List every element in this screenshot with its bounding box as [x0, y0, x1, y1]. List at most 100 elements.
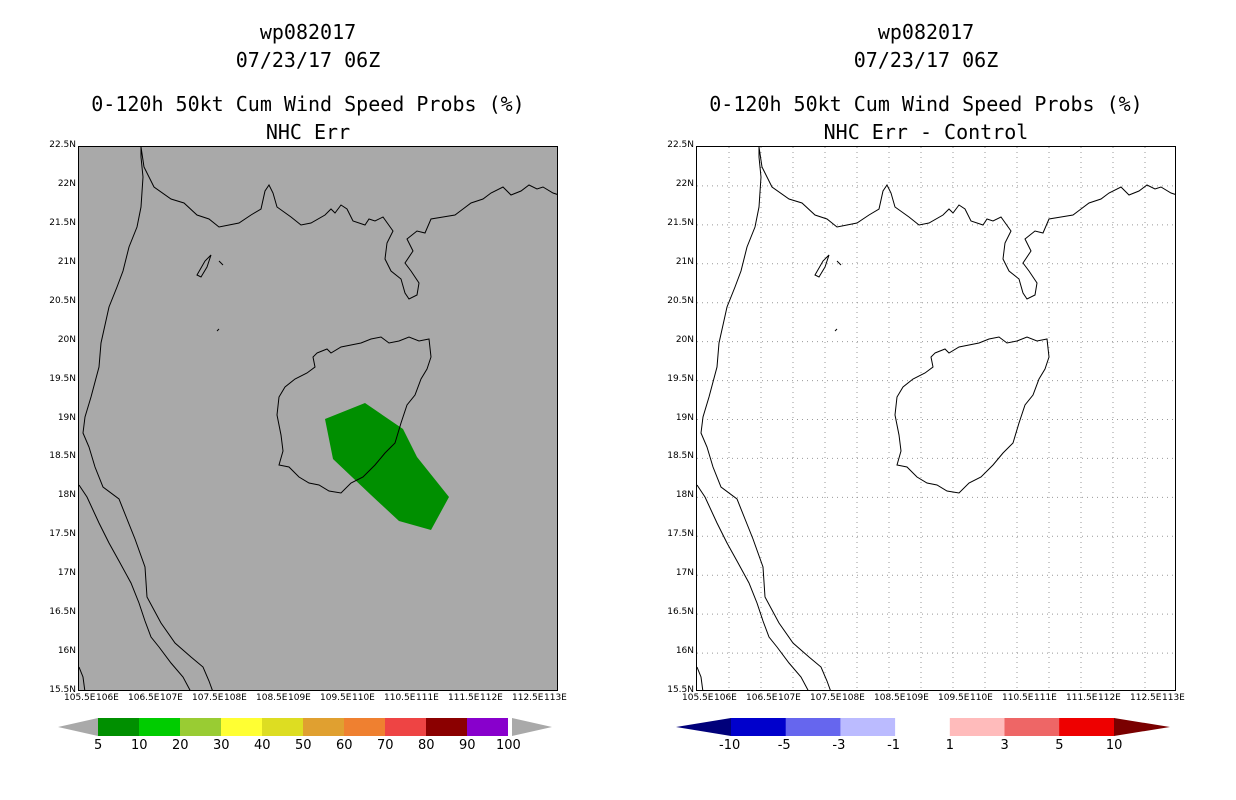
- left-map-panel: [78, 146, 558, 691]
- right-lat-label: 17N: [675, 568, 694, 579]
- right-lat-label: 17.5N: [667, 529, 694, 540]
- right-colorbar-label: 5: [1055, 738, 1064, 753]
- right-colorbar-label: -3: [832, 738, 846, 753]
- left-product-title: 0-120h 50kt Cum Wind Speed Probs (%): [91, 92, 525, 116]
- left-colorbar-label: 80: [418, 738, 435, 753]
- left-lon-label: 112.5E: [512, 693, 544, 703]
- left-colorbar: [58, 718, 552, 736]
- left-colorbar-swatch: [139, 718, 180, 736]
- left-colorbar-label: 100: [496, 738, 521, 753]
- left-lon-label: 106.5E: [128, 693, 160, 703]
- right-colorbar-high-arrow: [1114, 718, 1170, 736]
- right-colorbar-label: 1: [945, 738, 955, 753]
- left-lat-label: 17N: [57, 568, 76, 579]
- right-lon-label: 111E: [1034, 693, 1057, 703]
- left-colorbar-swatch: [98, 718, 139, 736]
- left-lon-label: 106E: [96, 693, 119, 703]
- left-colorbar-swatch: [467, 718, 508, 736]
- left-lat-label: 20.5N: [49, 295, 76, 306]
- right-colorbar-low-arrow: [676, 718, 731, 736]
- right-colorbar-swatch: [1004, 718, 1060, 736]
- right-lon-label: 109E: [906, 693, 929, 703]
- right-lat-label: 18N: [675, 490, 694, 501]
- right-lat-label: 21N: [675, 256, 694, 267]
- left-lon-label: 112E: [480, 693, 503, 703]
- left-lon-label: 105.5E: [64, 693, 96, 703]
- right-lon-label: 110.5E: [1002, 693, 1034, 703]
- right-colorbar-swatch: [1059, 718, 1115, 736]
- left-colorbar-label: 70: [377, 738, 394, 753]
- left-storm-id: wp082017: [259, 20, 357, 44]
- right-lat-label: 21.5N: [667, 217, 694, 228]
- left-colorbar-low-arrow: [58, 718, 98, 736]
- right-colorbar-label: -10: [719, 738, 741, 753]
- left-colorbar-label: 60: [336, 738, 353, 753]
- left-lon-label: 111E: [416, 693, 439, 703]
- left-lat-label: 17.5N: [49, 529, 76, 540]
- right-lon-label: 107E: [778, 693, 801, 703]
- right-lon-label: 108.5E: [874, 693, 906, 703]
- left-colorbar-label: 30: [213, 738, 230, 753]
- right-lon-label: 110E: [970, 693, 993, 703]
- left-colorbar-label: 50: [295, 738, 312, 753]
- right-colorbar-swatch: [949, 718, 1005, 736]
- right-lon-label: 111.5E: [1066, 693, 1098, 703]
- right-colorbar-label: 10: [1105, 738, 1123, 753]
- right-subtitle: NHC Err - Control: [823, 120, 1029, 144]
- left-lat-label: 19.5N: [49, 373, 76, 384]
- left-lat-label: 21.5N: [49, 217, 76, 228]
- right-colorbar-label: -1: [887, 738, 901, 753]
- right-colorbar-swatch: [895, 718, 951, 736]
- right-colorbar-swatch: [731, 718, 787, 736]
- left-lat-label: 15.5N: [49, 685, 76, 695]
- left-colorbar-swatch: [180, 718, 221, 736]
- right-lat-label: 22N: [675, 178, 694, 189]
- right-coastline: [697, 147, 1175, 690]
- right-map: [697, 147, 1175, 690]
- left-lat-label: 18N: [57, 490, 76, 501]
- left-colorbar-label: 10: [131, 738, 148, 753]
- left-colorbar-swatch: [221, 718, 262, 736]
- right-lon-label: 112.5E: [1130, 693, 1162, 703]
- right-lat-label: 16N: [675, 646, 694, 657]
- left-lon-label: 110E: [352, 693, 375, 703]
- left-lat-label: 16.5N: [49, 607, 76, 618]
- left-lat-label: 22N: [57, 178, 76, 189]
- left-subtitle: NHC Err: [265, 120, 351, 144]
- right-lon-label: 107.5E: [810, 693, 842, 703]
- left-colorbar-label: 40: [254, 738, 271, 753]
- right-lat-label: 22.5N: [667, 140, 694, 150]
- right-lat-label: 19N: [675, 412, 694, 423]
- right-colorbar: [676, 718, 1170, 736]
- right-lon-label: 112E: [1098, 693, 1121, 703]
- right-lon-label: 106.5E: [746, 693, 778, 703]
- right-map-panel: [696, 146, 1176, 691]
- left-lat-label: 20N: [57, 334, 76, 345]
- left-colorbar-swatch: [385, 718, 426, 736]
- right-gridlines: [697, 147, 1175, 690]
- right-lon-label: 113E: [1162, 693, 1185, 703]
- left-colorbar-swatch: [262, 718, 303, 736]
- left-colorbar-label: 5: [94, 738, 103, 753]
- left-colorbar-swatch: [426, 718, 467, 736]
- right-lon-label: 109.5E: [938, 693, 970, 703]
- left-lon-label: 108.5E: [256, 693, 288, 703]
- left-lon-label: 113E: [544, 693, 567, 703]
- left-lon-label: 111.5E: [448, 693, 480, 703]
- left-coastline: [79, 147, 557, 690]
- right-colorbar-label: 3: [1000, 738, 1009, 753]
- right-colorbar-swatch: [785, 718, 841, 736]
- left-lat-label: 18.5N: [49, 451, 76, 462]
- left-lon-label: 110.5E: [384, 693, 416, 703]
- right-lat-label: 20.5N: [667, 295, 694, 306]
- wind-prob-region: [325, 403, 449, 530]
- right-colorbar-swatch: [840, 718, 896, 736]
- left-lat-label: 22.5N: [49, 140, 76, 150]
- left-lat-label: 19N: [57, 412, 76, 423]
- right-lon-label: 108E: [842, 693, 865, 703]
- right-lat-label: 19.5N: [667, 373, 694, 384]
- right-storm-id: wp082017: [877, 20, 975, 44]
- left-colorbar-swatch: [303, 718, 344, 736]
- left-colorbar-swatch: [344, 718, 385, 736]
- right-lat-label: 15.5N: [667, 685, 694, 695]
